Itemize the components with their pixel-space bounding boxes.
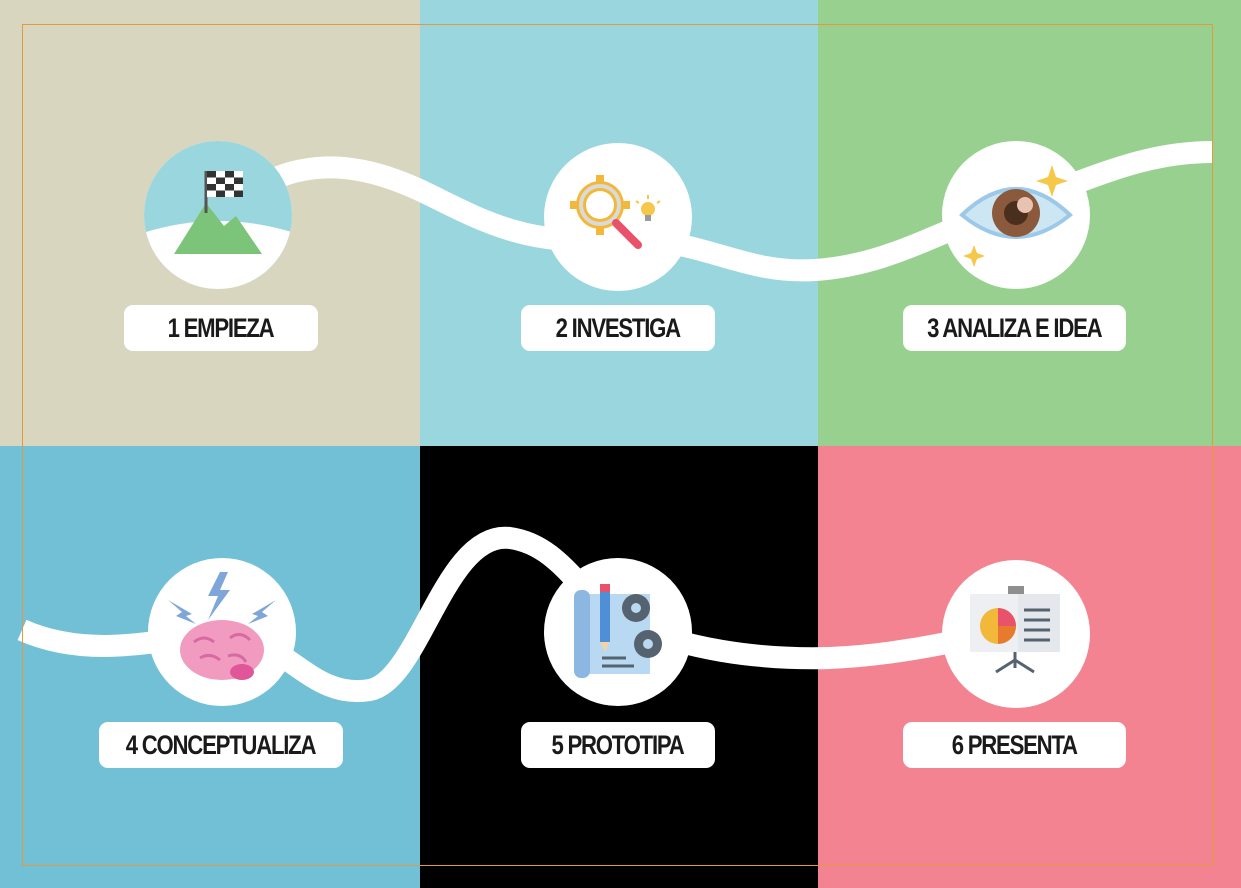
step-5-label: 5 PROTOTIPA bbox=[521, 722, 715, 768]
gear-magnifier-bulb-icon bbox=[570, 175, 661, 249]
step-1-label: 1 EMPIEZA bbox=[124, 305, 318, 351]
step-3-circle bbox=[942, 141, 1090, 289]
step-3-label: 3 ANALIZA E IDEA bbox=[903, 305, 1126, 351]
step-2-label: 2 INVESTIGA bbox=[521, 305, 715, 351]
mountain-flag-icon bbox=[144, 141, 292, 289]
step-5-circle bbox=[544, 558, 692, 706]
step-2-label-text: 2 INVESTIGA bbox=[555, 312, 681, 343]
step-1-label-text: 1 EMPIEZA bbox=[168, 312, 275, 343]
step-2-circle bbox=[544, 143, 692, 291]
step-4-circle bbox=[148, 558, 296, 706]
presentation-board-icon bbox=[970, 586, 1060, 674]
eye-sparkle-icon bbox=[958, 165, 1074, 267]
step-6-label: 6 PRESENTA bbox=[903, 722, 1126, 768]
step-5-label-text: 5 PROTOTIPA bbox=[551, 729, 685, 760]
step-3-label-text: 3 ANALIZA E IDEA bbox=[927, 312, 1102, 343]
step-6-label-text: 6 PRESENTA bbox=[951, 729, 1078, 760]
step-4-label: 4 CONCEPTUALIZA bbox=[99, 722, 343, 768]
step-6-circle bbox=[942, 560, 1090, 708]
step-1-circle bbox=[144, 141, 292, 289]
step-4-label-text: 4 CONCEPTUALIZA bbox=[126, 729, 317, 760]
blueprint-gears-icon bbox=[574, 584, 662, 678]
brain-lightning-icon bbox=[168, 572, 276, 680]
